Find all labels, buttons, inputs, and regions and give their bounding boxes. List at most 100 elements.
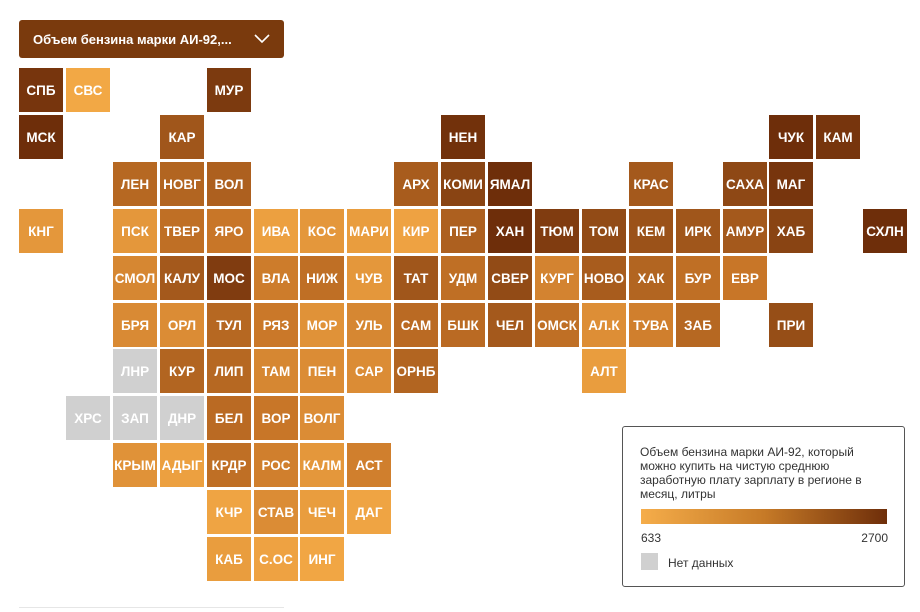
region-tile[interactable]: СМОЛ [113,256,157,300]
region-tile[interactable]: КУРГ [535,256,579,300]
region-tile[interactable]: НЕН [441,115,485,159]
region-tile[interactable]: АЛТ [582,349,626,393]
region-tile[interactable]: СПБ [19,68,63,112]
region-tile[interactable]: ВОЛ [207,162,251,206]
region-tile[interactable]: ЧЕЛ [488,303,532,347]
region-tile[interactable]: МОР [300,303,344,347]
region-tile[interactable]: МСК [19,115,63,159]
region-tile[interactable]: БЕЛ [207,396,251,440]
region-tile[interactable]: УДМ [441,256,485,300]
region-tile[interactable]: ЛЕН [113,162,157,206]
region-tile[interactable]: ХАН [488,209,532,253]
legend: Объем бензина марки АИ-92, который можно… [622,426,905,587]
region-tile[interactable]: ИРК [676,209,720,253]
region-tile[interactable]: АДЫГ [160,443,204,487]
region-tile[interactable]: ДНР [160,396,204,440]
region-tile[interactable]: ИНГ [300,537,344,581]
region-tile[interactable]: ЗАП [113,396,157,440]
region-tile[interactable]: КАЛУ [160,256,204,300]
region-tile[interactable]: БРЯ [113,303,157,347]
region-tile[interactable]: СВС [66,68,110,112]
region-tile[interactable]: КРАС [629,162,673,206]
region-tile[interactable]: КИР [394,209,438,253]
region-tile[interactable]: РЯЗ [254,303,298,347]
no-data-swatch [641,553,658,570]
region-tile[interactable]: БУР [676,256,720,300]
region-tile[interactable]: МОС [207,256,251,300]
region-tile[interactable]: СТАВ [254,490,298,534]
region-tile[interactable]: ЯМАЛ [488,162,532,206]
region-tile[interactable]: САМ [394,303,438,347]
region-tile[interactable]: НОВГ [160,162,204,206]
region-tile[interactable]: ТАТ [394,256,438,300]
legend-gradient-bar [641,509,887,524]
region-tile[interactable]: НОВО [582,256,626,300]
region-tile[interactable]: БШК [441,303,485,347]
region-tile[interactable]: ЧЕЧ [300,490,344,534]
region-tile[interactable]: ОРНБ [394,349,438,393]
region-tile[interactable]: АРХ [394,162,438,206]
region-tile[interactable]: ОМСК [535,303,579,347]
region-tile[interactable]: ХАБ [769,209,813,253]
region-tile[interactable]: АСТ [347,443,391,487]
region-tile[interactable]: ВОЛГ [300,396,344,440]
region-tile[interactable]: КРДР [207,443,251,487]
region-tile[interactable]: ЛНР [113,349,157,393]
region-tile[interactable]: КАБ [207,537,251,581]
region-tile[interactable]: СВЕР [488,256,532,300]
region-tile[interactable]: ХРС [66,396,110,440]
region-tile[interactable]: КНГ [19,209,63,253]
region-tile[interactable]: ПЕН [300,349,344,393]
region-tile[interactable]: КАЛМ [300,443,344,487]
region-tile[interactable]: САХА [723,162,767,206]
region-tile[interactable]: КЧР [207,490,251,534]
region-tile[interactable]: ЯРО [207,209,251,253]
region-tile[interactable]: СХЛН [863,209,907,253]
legend-max-value: 2700 [861,531,888,545]
region-tile[interactable]: ЕВР [723,256,767,300]
region-tile[interactable]: ИВА [254,209,298,253]
region-tile[interactable]: МАГ [769,162,813,206]
region-tile[interactable]: КЕМ [629,209,673,253]
region-tile[interactable]: ХАК [629,256,673,300]
dropdown-label: Объем бензина марки АИ-92,... [33,31,232,47]
region-tile[interactable]: ТОМ [582,209,626,253]
region-tile[interactable]: ВОР [254,396,298,440]
region-tile[interactable]: ОРЛ [160,303,204,347]
region-tile[interactable]: МАРИ [347,209,391,253]
region-tile[interactable]: ДАГ [347,490,391,534]
chevron-down-icon [254,34,270,44]
indicator-dropdown[interactable]: Объем бензина марки АИ-92,... [19,20,284,58]
region-tile[interactable]: НИЖ [300,256,344,300]
region-tile[interactable]: КУР [160,349,204,393]
region-tile[interactable]: ЗАБ [676,303,720,347]
region-tile[interactable]: ТВЕР [160,209,204,253]
region-tile[interactable]: ПЕР [441,209,485,253]
region-tile[interactable]: САР [347,349,391,393]
region-tile[interactable]: ЧУВ [347,256,391,300]
region-tile[interactable]: ПСК [113,209,157,253]
region-tile[interactable]: ТУЛ [207,303,251,347]
region-tile[interactable]: ТЮМ [535,209,579,253]
region-tile[interactable]: ТУВА [629,303,673,347]
region-tile[interactable]: УЛЬ [347,303,391,347]
region-tile[interactable]: ТАМ [254,349,298,393]
region-tile[interactable]: КАМ [816,115,860,159]
no-data-label: Нет данных [668,556,734,570]
region-tile[interactable]: КОМИ [441,162,485,206]
legend-title: Объем бензина марки АИ-92, который можно… [640,445,862,501]
region-tile[interactable]: ЛИП [207,349,251,393]
region-tile[interactable]: ВЛА [254,256,298,300]
region-tile[interactable]: АМУР [723,209,767,253]
region-tile[interactable]: КАР [160,115,204,159]
region-tile[interactable]: ПРИ [769,303,813,347]
legend-min-value: 633 [641,531,662,545]
divider [19,607,284,608]
region-tile[interactable]: АЛ.К [582,303,626,347]
region-tile[interactable]: МУР [207,68,251,112]
region-tile[interactable]: С.ОС [254,537,298,581]
region-tile[interactable]: КРЫМ [113,443,157,487]
region-tile[interactable]: ЧУК [769,115,813,159]
region-tile[interactable]: РОС [254,443,298,487]
region-tile[interactable]: КОС [300,209,344,253]
